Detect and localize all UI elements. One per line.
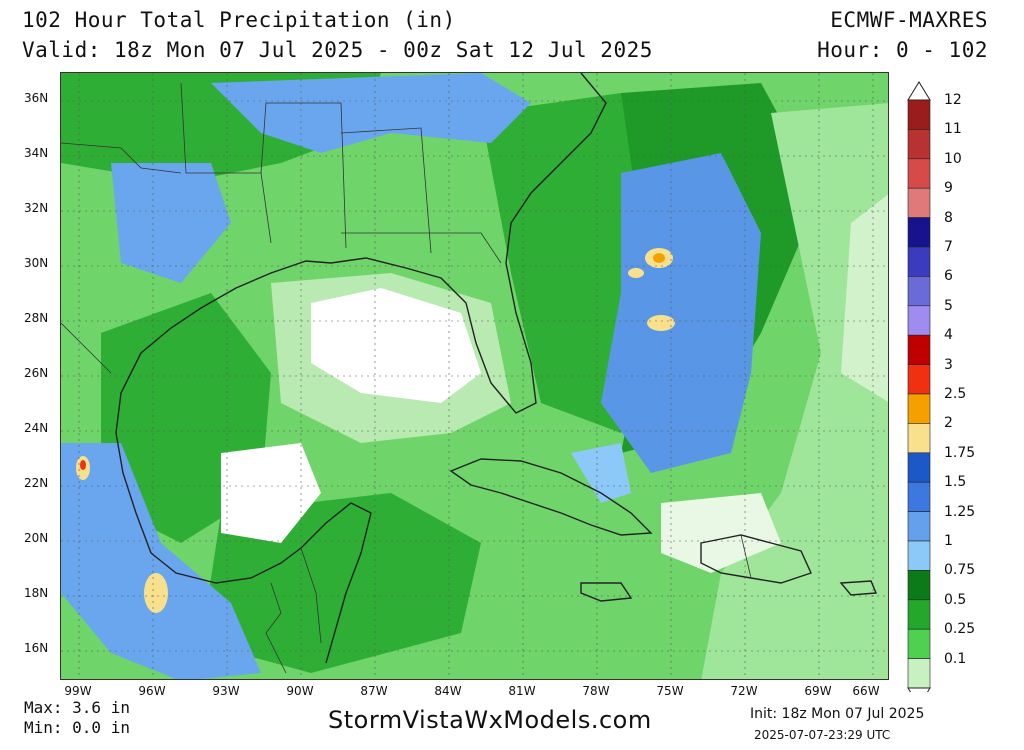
legend-swatch xyxy=(907,658,931,689)
dry-gulf-region xyxy=(311,288,481,403)
lon-label: 87W xyxy=(360,684,388,698)
legend-label: 5 xyxy=(944,297,953,314)
legend-swatch xyxy=(907,276,931,307)
light-green-region xyxy=(701,103,888,679)
brand-url: StormVistaWxModels.com xyxy=(328,706,652,734)
borders xyxy=(61,82,752,674)
lat-label: 36N xyxy=(24,91,49,105)
model-name: ECMWF-MAXRES xyxy=(830,8,988,32)
legend-label: 7 xyxy=(944,239,953,255)
map-title: 102 Hour Total Precipitation (in) xyxy=(22,8,456,32)
legend-label: 0.1 xyxy=(944,650,967,667)
min-value: Min: 0.0 in xyxy=(24,718,130,737)
legend-label: 1.5 xyxy=(944,474,967,491)
lon-label: 78W xyxy=(582,684,610,698)
lat-lon-grid xyxy=(61,73,888,679)
legend-swatch xyxy=(907,423,931,454)
legend-swatch xyxy=(907,305,931,336)
lon-label: 99W xyxy=(64,684,92,698)
lat-label: 34N xyxy=(24,146,49,160)
legend-label: 12 xyxy=(944,92,962,108)
legend-label: 10 xyxy=(944,150,962,167)
legend-label: 1 xyxy=(944,533,953,549)
color-legend xyxy=(907,81,931,692)
legend-swatch xyxy=(907,481,931,512)
legend-label: 9 xyxy=(944,180,953,197)
legend-label: 6 xyxy=(944,268,953,285)
max-precip-spot xyxy=(80,460,86,470)
legend-label: 3 xyxy=(944,356,953,373)
legend-top-arrow xyxy=(907,81,931,101)
legend-swatch xyxy=(907,599,931,630)
map-canvas xyxy=(61,73,888,679)
legend-label: 1.25 xyxy=(944,503,976,520)
blue-precip-band xyxy=(111,163,231,283)
legend-swatch xyxy=(907,129,931,160)
legend-bottom-arrow xyxy=(907,687,931,692)
lat-label: 32N xyxy=(24,201,49,215)
legend-label: 8 xyxy=(944,209,953,226)
lat-label: 28N xyxy=(24,311,49,325)
legend-swatch xyxy=(907,511,931,542)
blue-precip-band xyxy=(601,153,761,473)
blue-precip-band xyxy=(211,73,531,153)
legend-label: 11 xyxy=(944,121,962,138)
lat-label: 24N xyxy=(24,421,49,435)
legend-label: 4 xyxy=(944,327,953,344)
max-value: Max: 3.6 in xyxy=(24,698,130,717)
forecast-hours: Hour: 0 - 102 xyxy=(817,38,988,62)
dry-caribbean-region xyxy=(661,493,781,573)
dry-gulf-region xyxy=(221,443,321,543)
lon-label: 90W xyxy=(286,684,314,698)
coastlines xyxy=(115,73,878,664)
legend-swatch xyxy=(907,570,931,601)
legend-swatch xyxy=(907,393,931,424)
lon-label: 84W xyxy=(434,684,462,698)
precipitation-map xyxy=(60,72,889,680)
legend-swatch xyxy=(907,187,931,218)
legend-label: 0.25 xyxy=(944,621,976,638)
lat-label: 30N xyxy=(24,256,49,270)
generated-timestamp: 2025-07-07-23:29 UTC xyxy=(754,728,891,742)
heavy-precip-spot xyxy=(647,315,675,331)
heavy-precip-spot xyxy=(628,268,644,278)
legend-swatch xyxy=(907,540,931,571)
lon-label: 75W xyxy=(656,684,684,698)
lat-label: 18N xyxy=(24,586,49,600)
valid-period: Valid: 18z Mon 07 Jul 2025 - 00z Sat 12 … xyxy=(22,38,653,62)
lon-label: 93W xyxy=(212,684,240,698)
legend-swatch xyxy=(907,452,931,483)
legend-label: 0.75 xyxy=(944,562,976,579)
legend-swatch xyxy=(907,99,931,130)
lat-label: 26N xyxy=(24,366,49,380)
lat-label: 16N xyxy=(24,641,49,655)
lat-label: 22N xyxy=(24,476,49,490)
very-light-region xyxy=(841,194,888,402)
legend-swatch xyxy=(907,334,931,365)
legend-swatch xyxy=(907,158,931,189)
lon-label: 69W xyxy=(804,684,832,698)
legend-swatch xyxy=(907,628,931,659)
lon-label: 81W xyxy=(508,684,536,698)
lon-label: 96W xyxy=(138,684,166,698)
lat-label: 20N xyxy=(24,531,49,545)
legend-label: 2.5 xyxy=(944,386,967,402)
legend-swatch xyxy=(907,217,931,248)
legend-swatch xyxy=(907,246,931,277)
lon-label: 66W xyxy=(852,684,880,698)
legend-swatch xyxy=(907,364,931,395)
light-blue-band xyxy=(571,443,631,503)
lon-label: 72W xyxy=(730,684,758,698)
legend-label: 0.5 xyxy=(944,591,967,608)
legend-label: 1.75 xyxy=(944,444,976,461)
init-time: Init: 18z Mon 07 Jul 2025 xyxy=(750,706,925,722)
max-precip-spot xyxy=(653,253,665,263)
legend-label: 2 xyxy=(944,415,953,432)
heavy-precip-spot xyxy=(144,573,168,613)
